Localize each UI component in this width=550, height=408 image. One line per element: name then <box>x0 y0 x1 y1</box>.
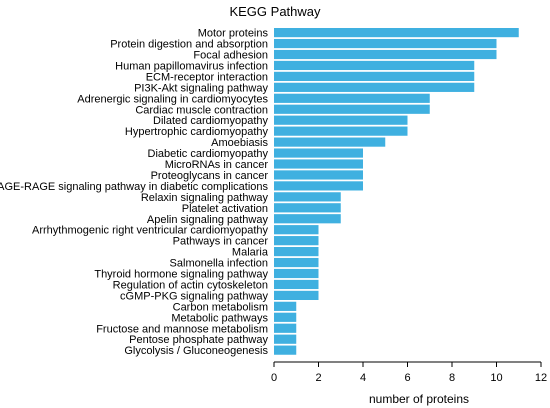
bar <box>274 192 341 202</box>
category-label: Hypertrophic cardiomyopathy <box>125 126 269 138</box>
bar <box>274 126 408 136</box>
bar <box>274 203 341 213</box>
category-label: Metabolic pathways <box>171 312 268 324</box>
bar <box>274 137 386 147</box>
category-label: Protein digestion and absorption <box>110 39 268 51</box>
category-label: cGMP-PKG signaling pathway <box>120 290 268 302</box>
category-label: Salmonella infection <box>170 258 268 270</box>
category-label: PI3K-Akt signaling pathway <box>134 82 268 94</box>
category-label: Diabetic cardiomyopathy <box>148 148 269 160</box>
category-label: MicroRNAs in cancer <box>165 159 269 171</box>
category-label: Focal adhesion <box>193 50 268 62</box>
bar <box>274 159 363 169</box>
bar <box>274 115 408 125</box>
category-label: Fructose and mannose metabolism <box>96 323 268 335</box>
bar <box>274 104 430 114</box>
x-tick-label: 12 <box>535 372 547 384</box>
category-label: Adrenergic signaling in cardiomyocytes <box>77 93 268 105</box>
category-label: Apelin signaling pathway <box>147 214 269 226</box>
bar <box>274 170 363 180</box>
bar <box>274 290 319 300</box>
bar <box>274 93 430 103</box>
category-label: AGE-RAGE signaling pathway in diabetic c… <box>0 181 268 193</box>
bar <box>274 28 519 38</box>
bar <box>274 214 341 224</box>
category-label: Carbon metabolism <box>173 301 268 313</box>
bar <box>274 148 363 158</box>
bar <box>274 38 497 49</box>
x-axis-label: number of proteins <box>369 392 469 406</box>
category-label: ECM-receptor interaction <box>146 71 268 83</box>
category-label: Glycolysis / Gluconeogenesis <box>124 345 268 357</box>
bar <box>274 181 363 191</box>
category-label: Proteoglycans in cancer <box>151 170 269 182</box>
category-label: Pathways in cancer <box>173 236 269 248</box>
x-tick-label: 6 <box>404 372 410 384</box>
category-label: Cardiac muscle contraction <box>135 104 268 116</box>
bar <box>274 236 319 246</box>
bar <box>274 334 297 344</box>
bar <box>274 279 319 290</box>
x-tick-label: 10 <box>490 372 502 384</box>
bar <box>274 323 297 333</box>
bar <box>274 247 319 257</box>
bars-group <box>274 28 519 355</box>
x-tick-label: 0 <box>271 372 277 384</box>
bar <box>274 257 319 268</box>
category-label: Dilated cardiomyopathy <box>153 115 268 127</box>
bar <box>274 345 297 355</box>
category-label: Amoebiasis <box>211 137 268 149</box>
chart-title: KEGG Pathway <box>229 4 321 19</box>
category-label: Human papillomavirus infection <box>115 60 268 72</box>
category-label: Pentose phosphate pathway <box>129 334 268 346</box>
category-label: Relaxin signaling pathway <box>141 192 269 204</box>
bar <box>274 71 475 81</box>
bar <box>274 82 475 92</box>
category-label: Malaria <box>232 247 269 259</box>
category-label: Thyroid hormone signaling pathway <box>94 269 268 281</box>
bar <box>274 60 475 71</box>
bar <box>274 49 497 60</box>
x-tick-label: 4 <box>360 372 366 384</box>
x-axis-ticks: 0 2 4 6 8 10 12 <box>271 362 547 384</box>
bar <box>274 268 319 279</box>
category-label: Platelet activation <box>182 203 268 215</box>
bar <box>274 225 319 235</box>
bar <box>274 312 297 322</box>
x-tick-label: 8 <box>449 372 455 384</box>
category-label: Arrhythmogenic right ventricular cardiom… <box>32 225 268 237</box>
category-label: Regulation of actin cytoskeleton <box>113 279 268 291</box>
bar <box>274 301 297 311</box>
x-tick-label: 2 <box>315 372 321 384</box>
category-label: Motor proteins <box>198 28 269 40</box>
